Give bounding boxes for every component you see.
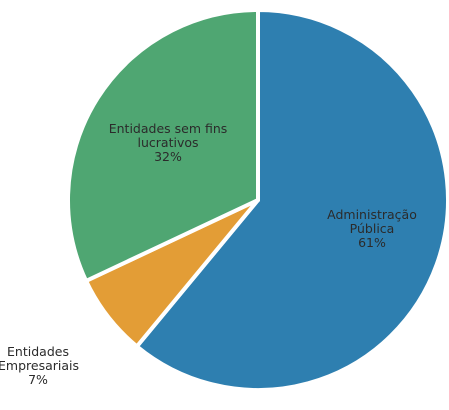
category-label: Entidades sem fins lucrativos [108, 121, 228, 150]
pie-slice [134, 7, 449, 392]
pie-slice [66, 7, 260, 284]
slice-label: Administração Pública 61% [322, 208, 422, 250]
category-label: Administração Pública [327, 207, 417, 236]
slice-label: Entidades Empresariais 7% [0, 344, 79, 387]
value-label: 32% [154, 149, 182, 164]
category-label: Entidades Empresariais [0, 344, 79, 373]
value-label: 61% [358, 235, 386, 250]
slice-label: Entidades sem fins lucrativos 32% [108, 122, 228, 164]
value-label: 7% [28, 372, 48, 387]
